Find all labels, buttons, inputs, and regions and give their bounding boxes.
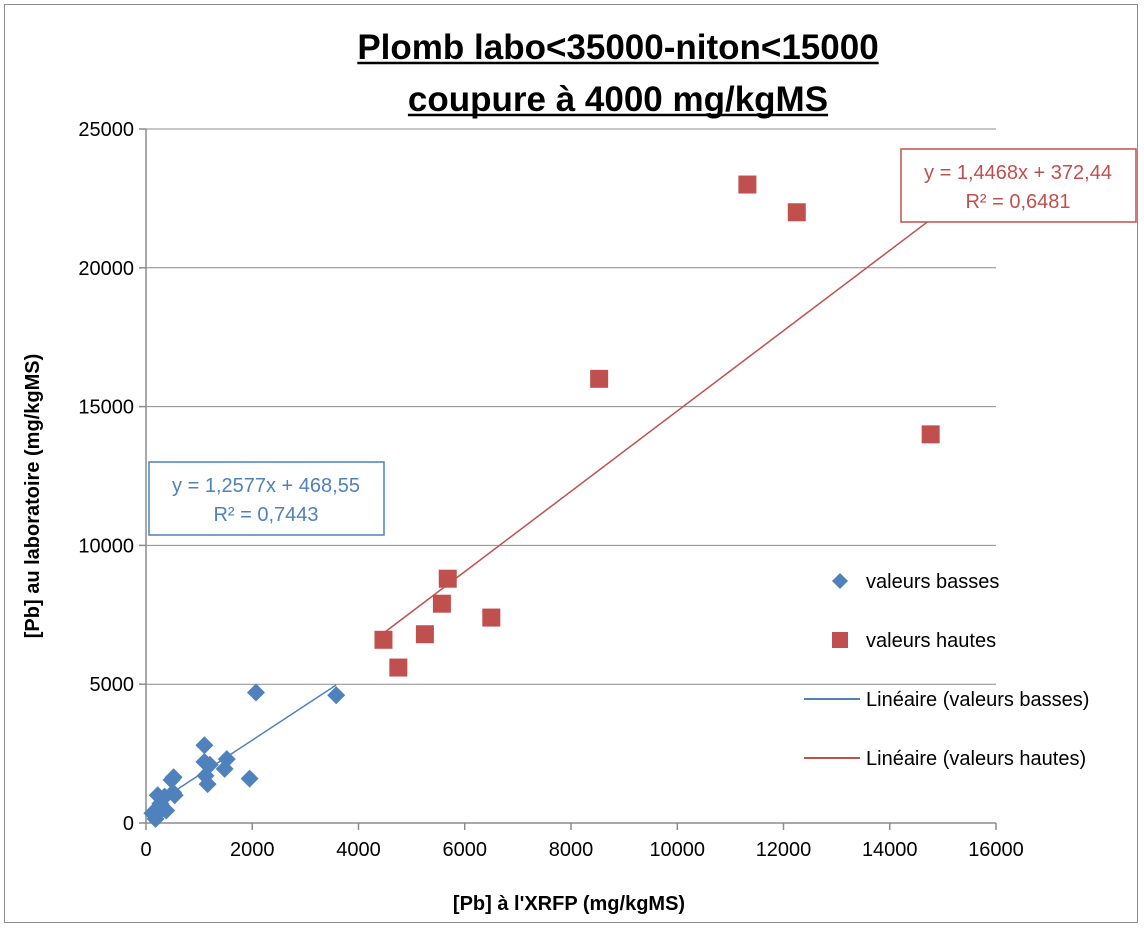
legend-item-valeurs-hautes: valeurs hautes — [832, 630, 996, 652]
x-axis-title: [Pb] à l'XRFP (mg/kgMS) — [453, 893, 685, 915]
y-tick-label: 25000 — [78, 119, 134, 141]
data-point-diamond — [198, 775, 217, 794]
equation-box-high-border — [900, 148, 1137, 223]
legend-marker-diamond — [832, 573, 848, 589]
gridlines — [146, 128, 996, 685]
data-point-diamond — [195, 736, 214, 755]
data-point-diamond — [200, 755, 219, 774]
legend-label-valeurs-basses: valeurs basses — [866, 571, 999, 593]
x-tick-label: 8000 — [549, 839, 594, 861]
x-tick-label: 6000 — [443, 839, 488, 861]
y-axis-title: [Pb] au laboratoire (mg/kgMS) — [22, 354, 44, 638]
y-tick-label: 10000 — [78, 535, 134, 557]
equation-box-low-border — [148, 461, 385, 536]
y-tick-label: 15000 — [78, 397, 134, 419]
data-points — [143, 175, 940, 828]
chart-title-line-2: coupure à 4000 mg/kgMS — [408, 80, 828, 119]
data-point-square — [432, 594, 451, 613]
equation-box-high: y = 1,4468x + 372,44 R² = 0,6481 — [900, 148, 1137, 223]
trendlines — [151, 218, 932, 807]
x-tick-label: 4000 — [336, 839, 381, 861]
data-point-diamond — [240, 769, 259, 788]
legend: valeurs basses valeurs hautes Linéaire (… — [804, 571, 1089, 770]
data-point-square — [787, 203, 806, 222]
y-tick-label: 0 — [123, 813, 134, 835]
x-tick-label: 14000 — [862, 839, 918, 861]
trendline-valeurs-basses — [151, 684, 337, 807]
equation-low: y = 1,2577x + 468,55 — [172, 475, 360, 497]
trendline-valeurs-hautes — [383, 218, 932, 634]
x-tick-labels: 0 2000 4000 6000 8000 10000 12000 14000 16000 — [140, 839, 1023, 861]
legend-label-valeurs-hautes: valeurs hautes — [866, 630, 996, 652]
x-tick-label: 10000 — [649, 839, 705, 861]
chart-title-line-1: Plomb labo<35000-niton<15000 — [357, 28, 878, 67]
r-squared-high: R² = 0,6481 — [965, 191, 1070, 213]
y-tick-label: 20000 — [78, 258, 134, 280]
data-point-square — [374, 630, 393, 649]
equation-box-low: y = 1,2577x + 468,55 R² = 0,7443 — [148, 461, 385, 536]
legend-item-valeurs-basses: valeurs basses — [832, 571, 999, 593]
r-squared-low: R² = 0,7443 — [213, 504, 318, 526]
data-point-square — [590, 369, 609, 388]
x-tick-label: 2000 — [230, 839, 275, 861]
data-point-diamond — [157, 801, 176, 820]
data-point-diamond — [164, 768, 183, 787]
legend-item-lineaire-hautes: Linéaire (valeurs hautes) — [804, 748, 1086, 770]
data-point-diamond — [165, 786, 184, 805]
x-tick-label: 16000 — [968, 839, 1024, 861]
data-point-square — [415, 625, 434, 644]
data-point-square — [482, 608, 501, 627]
x-tick-label: 0 — [140, 839, 151, 861]
data-point-square — [438, 569, 457, 588]
equation-high: y = 1,4468x + 372,44 — [924, 162, 1112, 184]
data-point-square — [738, 175, 757, 194]
data-point-square — [389, 658, 408, 677]
legend-label-lineaire-hautes: Linéaire (valeurs hautes) — [866, 748, 1086, 770]
axes — [139, 128, 997, 830]
x-tick-label: 12000 — [756, 839, 812, 861]
data-point-diamond — [246, 683, 265, 702]
data-point-diamond — [217, 750, 236, 769]
data-point-diamond — [327, 686, 346, 705]
legend-label-lineaire-basses: Linéaire (valeurs basses) — [866, 689, 1089, 711]
y-tick-label: 5000 — [90, 674, 135, 696]
legend-marker-square — [832, 632, 848, 648]
y-tick-labels: 0 5000 10000 15000 20000 25000 — [78, 119, 134, 835]
data-point-square — [921, 425, 940, 444]
legend-item-lineaire-basses: Linéaire (valeurs basses) — [804, 689, 1089, 711]
